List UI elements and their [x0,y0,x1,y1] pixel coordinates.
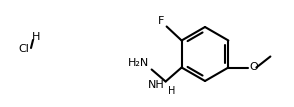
Text: F: F [158,16,165,25]
Text: H₂N: H₂N [128,59,150,68]
Text: NH: NH [148,80,165,91]
Text: H: H [168,86,175,97]
Text: H: H [32,32,40,42]
Text: O: O [249,62,258,73]
Text: Cl: Cl [18,44,29,54]
